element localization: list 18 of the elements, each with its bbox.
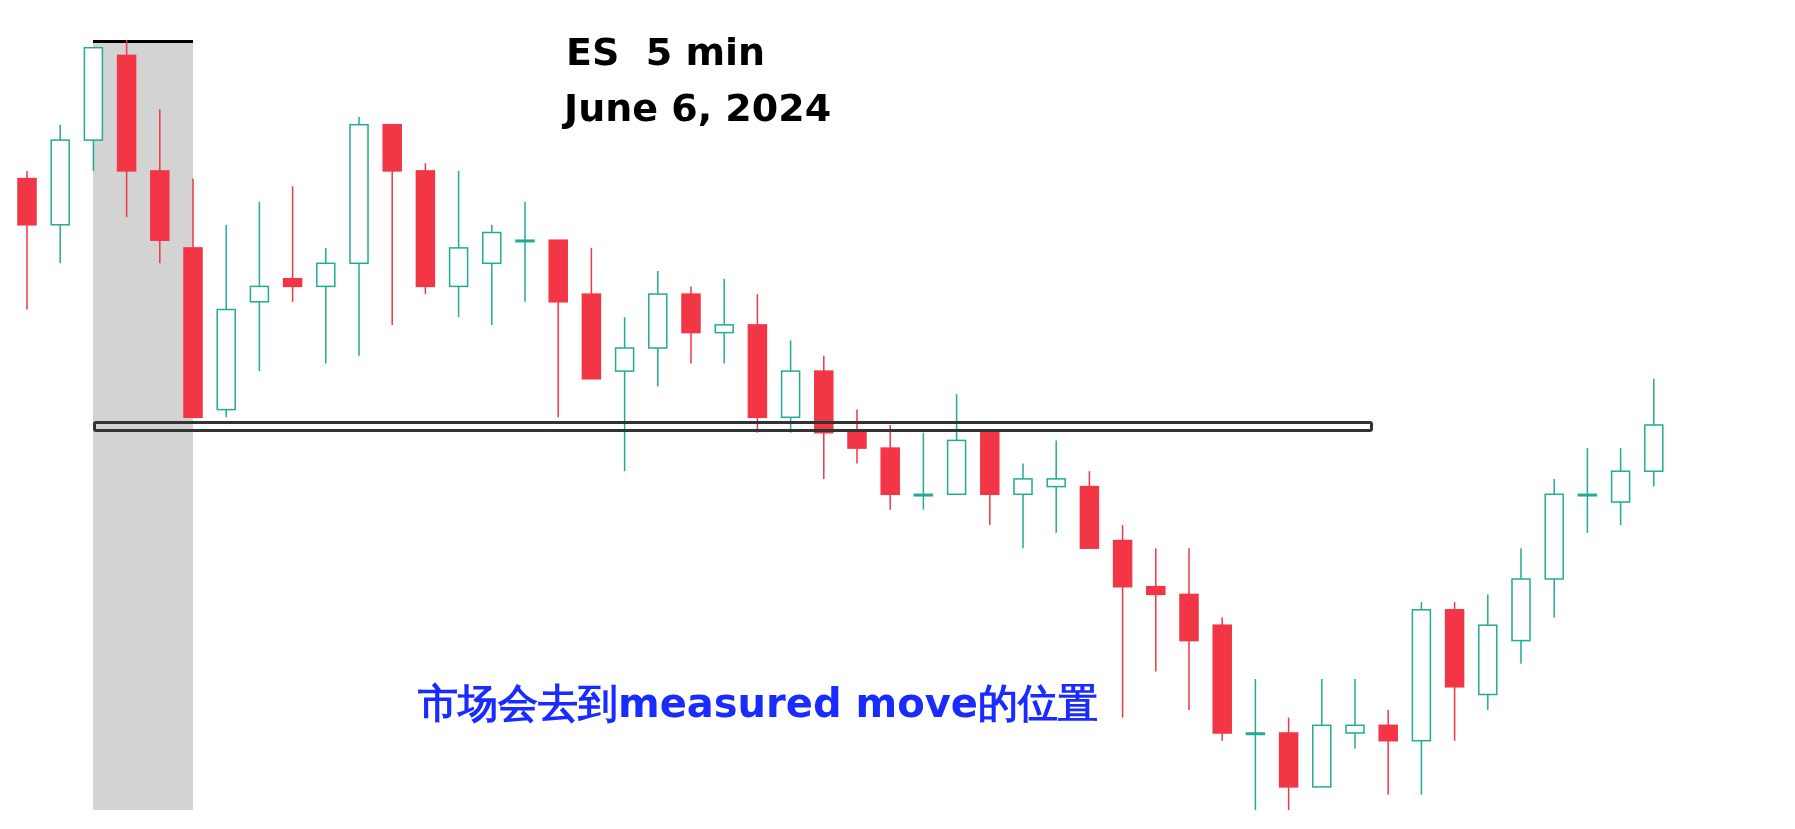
candlestick (515, 200, 535, 303)
candlestick (282, 185, 303, 303)
candlestick (1378, 709, 1398, 796)
candlestick (1577, 447, 1598, 534)
chart-title: ES 5 min (566, 30, 766, 74)
candlestick (1146, 547, 1166, 673)
text: June 6, 2024 (564, 86, 832, 130)
candlestick (249, 200, 270, 372)
candlestick (614, 316, 635, 472)
candlestick (316, 247, 336, 365)
candlestick (714, 277, 734, 365)
candlestick (1245, 678, 1266, 810)
annotation: 市场会去到measured move的位置 (418, 679, 1098, 728)
candlestick (1013, 462, 1033, 549)
candlestick (847, 408, 867, 465)
candlestick (1345, 678, 1365, 750)
candlestick (1046, 439, 1066, 534)
candlestick (913, 431, 934, 511)
